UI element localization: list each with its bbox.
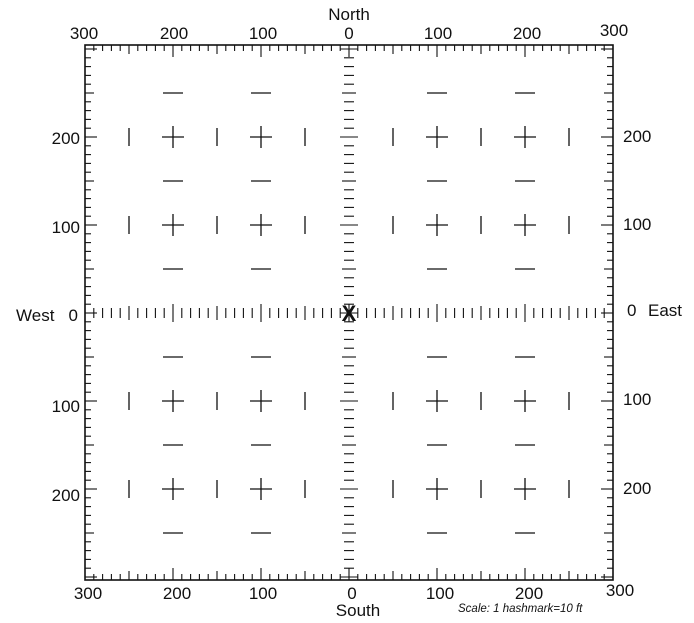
top-label-e300: 300 [599,21,629,40]
left-label-s100: 100 [51,397,80,416]
top-label-e100: 100 [423,24,453,43]
bottom-label-w200: 200 [162,584,192,603]
bottom-label-e100: 100 [425,584,455,603]
top-label-w300: 300 [69,24,99,43]
bottom-label-w300: 300 [73,584,103,603]
bottom-label-w100: 100 [248,584,278,603]
origin-x-marker: X [342,301,357,326]
scale-note: Scale: 1 hashmark=10 ft [458,603,583,615]
right-label-n200: 200 [623,127,652,146]
top-label-w200: 200 [159,24,189,43]
left-label-n100: 100 [51,218,80,237]
right-label-n100: 100 [623,215,652,234]
bottom-label-e300: 300 [605,581,635,600]
left-label-s200: 200 [51,486,80,505]
east-label: East [648,301,683,320]
top-label-0: 0 [344,24,354,43]
right-label-s200: 200 [623,479,652,498]
bottom-label-e200: 200 [514,584,544,603]
top-label-w100: 100 [248,24,278,43]
left-label-n200: 200 [51,129,80,148]
south-label: South [335,601,381,620]
top-label-e200: 200 [512,24,542,43]
bottom-label-0: 0 [347,584,357,603]
right-label-s100: 100 [623,390,652,409]
right-label-0: 0 [627,301,637,320]
west-label: West [16,306,55,325]
left-label-0: 0 [68,306,78,325]
north-label: North [328,5,370,24]
